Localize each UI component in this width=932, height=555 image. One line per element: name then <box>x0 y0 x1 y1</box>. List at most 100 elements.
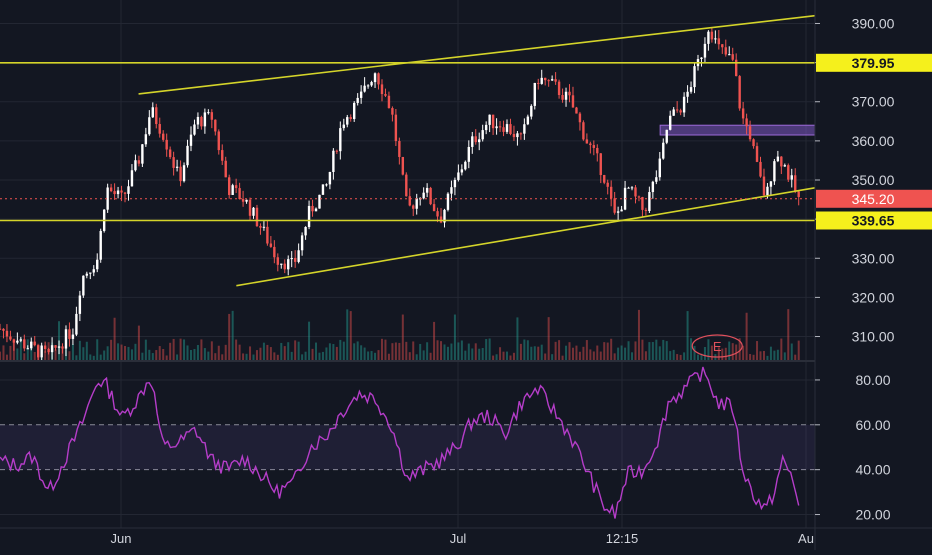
volume-bar <box>384 339 387 360</box>
volume-bar <box>436 340 439 360</box>
drawn-lines[interactable] <box>0 14 816 287</box>
volume-bar <box>756 341 759 360</box>
candle-body <box>335 150 339 152</box>
candle-body <box>307 205 311 227</box>
candle-body <box>637 196 641 198</box>
volume-bar <box>617 347 620 360</box>
candle-body <box>99 230 102 260</box>
volume-bar <box>231 310 234 360</box>
volume-bar <box>262 342 265 360</box>
volume-bar <box>283 346 286 360</box>
candle-body <box>686 91 689 97</box>
candle-body <box>2 328 5 331</box>
candle-body <box>498 126 502 128</box>
volume-bar <box>325 347 328 360</box>
candle-body <box>109 187 113 192</box>
earnings-marker[interactable]: E <box>691 334 743 358</box>
trendline[interactable] <box>236 187 816 287</box>
volume-bar <box>443 344 446 360</box>
volume-bar <box>297 341 300 360</box>
candle-body <box>89 272 92 274</box>
candle-body <box>217 131 220 151</box>
volume-bar <box>193 348 196 360</box>
candle-body <box>519 133 523 135</box>
candle-body <box>283 263 286 270</box>
time-axis[interactable]: Jun Jul 12:15 Au <box>111 531 814 546</box>
candle-body <box>669 115 672 130</box>
candle-body <box>366 85 370 87</box>
candle-body <box>5 330 9 337</box>
volume-bar <box>148 349 151 360</box>
candle-body <box>606 182 609 187</box>
candle-body <box>290 257 293 260</box>
candle-body <box>502 127 505 132</box>
candles <box>0 27 800 362</box>
price-tick-label: 330.00 <box>852 250 895 266</box>
volume-bar <box>387 353 390 360</box>
candle-body <box>443 209 446 223</box>
candle-body <box>224 160 227 178</box>
candle-body <box>273 246 276 258</box>
volume-bar <box>752 354 755 360</box>
candle-body <box>113 191 116 195</box>
candle-body <box>509 124 512 134</box>
volume-bar <box>176 354 179 360</box>
volume-bar <box>554 341 557 360</box>
candle-body <box>332 150 335 173</box>
rsi-tick-label: 80.00 <box>855 372 890 388</box>
volume-bar <box>238 344 241 360</box>
volume-bar <box>578 351 581 360</box>
candle-body <box>707 31 710 44</box>
volume-bar <box>690 338 693 360</box>
volume-bar <box>457 342 460 360</box>
volume-bar <box>606 342 609 360</box>
candle-body <box>40 345 43 358</box>
volume-bar <box>429 352 432 360</box>
volume-bar <box>332 344 335 360</box>
zone-rect[interactable] <box>659 124 816 136</box>
candle-body <box>603 175 606 183</box>
candle-body <box>231 185 234 195</box>
volume-bar <box>676 354 679 360</box>
volume-bar <box>61 348 64 360</box>
candle-body <box>47 348 50 353</box>
volume-bar <box>440 341 443 360</box>
volume-bar <box>287 342 290 360</box>
price-tick-label: 350.00 <box>852 172 895 188</box>
candle-body <box>248 199 252 216</box>
candle-body <box>259 226 262 228</box>
volume-bar <box>346 309 349 360</box>
volume-bar <box>134 343 137 360</box>
price-tick-label: 310.00 <box>852 329 895 345</box>
volume-bar <box>217 345 220 360</box>
volume-bar <box>419 343 422 360</box>
rsi-tick-label: 60.00 <box>855 417 890 433</box>
candle-body <box>741 108 745 119</box>
trendline[interactable] <box>138 14 816 95</box>
candle-body <box>408 196 411 206</box>
volume-bar <box>315 342 318 360</box>
candle-body <box>342 124 345 129</box>
candle-body <box>175 166 179 168</box>
volume-bar <box>137 325 140 360</box>
candle-body <box>193 124 196 135</box>
volume-bar <box>391 343 394 360</box>
candle-body <box>12 339 16 343</box>
candle-body <box>116 190 120 195</box>
volume-bar <box>512 352 515 360</box>
earnings-label[interactable]: E <box>713 339 722 354</box>
candle-body <box>300 235 304 251</box>
candle-body <box>182 165 186 182</box>
volume-bar <box>377 350 380 360</box>
volume-bar <box>526 340 529 360</box>
candle-body <box>450 187 453 194</box>
volume-bar <box>537 346 540 360</box>
candle-body <box>179 166 182 182</box>
candle-body <box>134 160 137 171</box>
earnings-ellipse[interactable] <box>691 334 743 358</box>
candle-body <box>106 187 109 210</box>
volume-bar <box>103 350 106 360</box>
rsi-tick-label: 40.00 <box>855 462 890 478</box>
volume-bar <box>450 343 453 360</box>
